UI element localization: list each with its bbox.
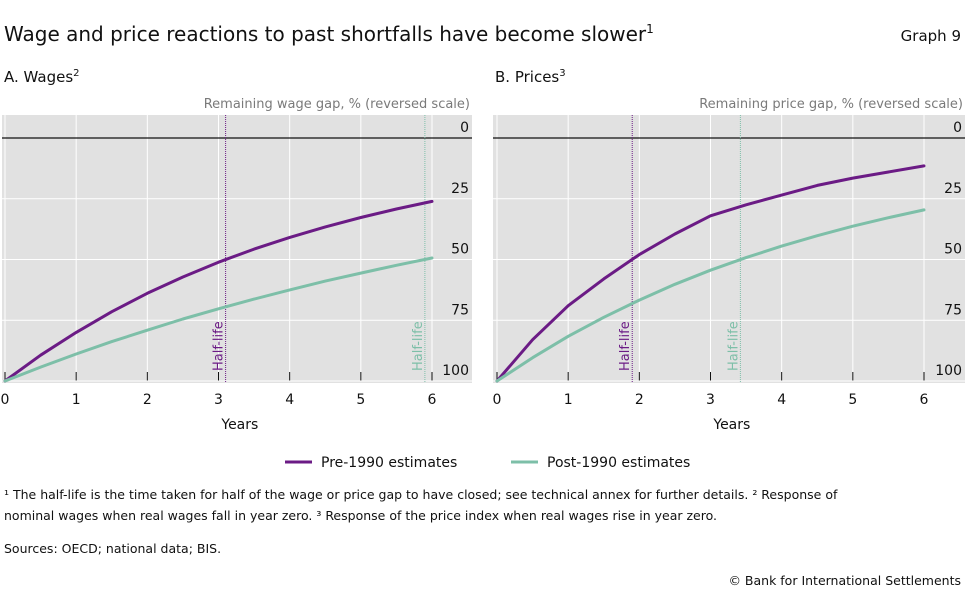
x-tick-label: 2 [143,392,152,408]
panel-title-sup: 2 [73,68,79,79]
x-tick-label: 0 [1,392,10,408]
copyright: © Bank for International Settlements [728,573,961,588]
y-tick-label: 75 [944,302,962,318]
legend-label-post: Post-1990 estimates [547,455,690,471]
plot-area [493,115,965,383]
x-tick-label: 2 [635,392,644,408]
series-line-pre-1990 [3,199,434,383]
y-tick-label: 100 [442,363,469,379]
panel-title-text: A. Wages [4,68,73,86]
half-life-label: Half-life [726,321,741,371]
x-tick-label: 5 [848,392,857,408]
y-axis-title: Remaining wage gap, % (reversed scale) [204,97,470,112]
x-tick-label: 6 [920,392,929,408]
panel-title-text: B. Prices [495,68,559,86]
y-tick-label: 25 [944,181,962,197]
legend-label-pre: Pre-1990 estimates [321,455,457,471]
plot-area [2,115,472,383]
x-axis-title: Years [220,417,258,433]
y-axis-title: Remaining price gap, % (reversed scale) [699,97,963,112]
y-tick-label: 75 [451,302,469,318]
half-life-label: Half-life [411,321,426,371]
graph-number: Graph 9 [901,27,961,45]
x-tick-label: 3 [214,392,223,408]
series-line-pre-1990 [495,164,926,383]
x-tick-label: 4 [285,392,294,408]
y-tick-label: 0 [460,120,469,136]
panel-title: B. Prices3 [495,68,566,86]
x-tick-label: 3 [706,392,715,408]
legend: Pre-1990 estimates Post-1990 estimates [285,455,690,471]
series-line-post-1990 [495,208,926,383]
sources: Sources: OECD; national data; BIS. [4,541,222,556]
panel-title: A. Wages2 [4,68,80,86]
x-tick-label: 1 [72,392,81,408]
y-tick-label: 50 [451,242,469,258]
x-tick-label: 0 [493,392,502,408]
y-tick-label: 50 [944,242,962,258]
panel-title-sup: 3 [559,68,565,79]
footnote-2: nominal wages when real wages fall in ye… [4,508,718,523]
y-tick-label: 0 [953,120,962,136]
y-tick-label: 25 [451,181,469,197]
half-life-label: Half-life [212,321,227,371]
half-life-label: Half-life [618,321,633,371]
footnote-1: ¹ The half-life is the time taken for ha… [4,487,838,502]
x-axis-title: Years [712,417,750,433]
x-tick-label: 4 [777,392,786,408]
x-tick-label: 5 [356,392,365,408]
graph-title: Wage and price reactions to past shortfa… [4,22,654,46]
y-tick-label: 100 [935,363,962,379]
series-line-post-1990 [3,256,434,383]
x-tick-label: 6 [428,392,437,408]
x-tick-label: 1 [564,392,573,408]
